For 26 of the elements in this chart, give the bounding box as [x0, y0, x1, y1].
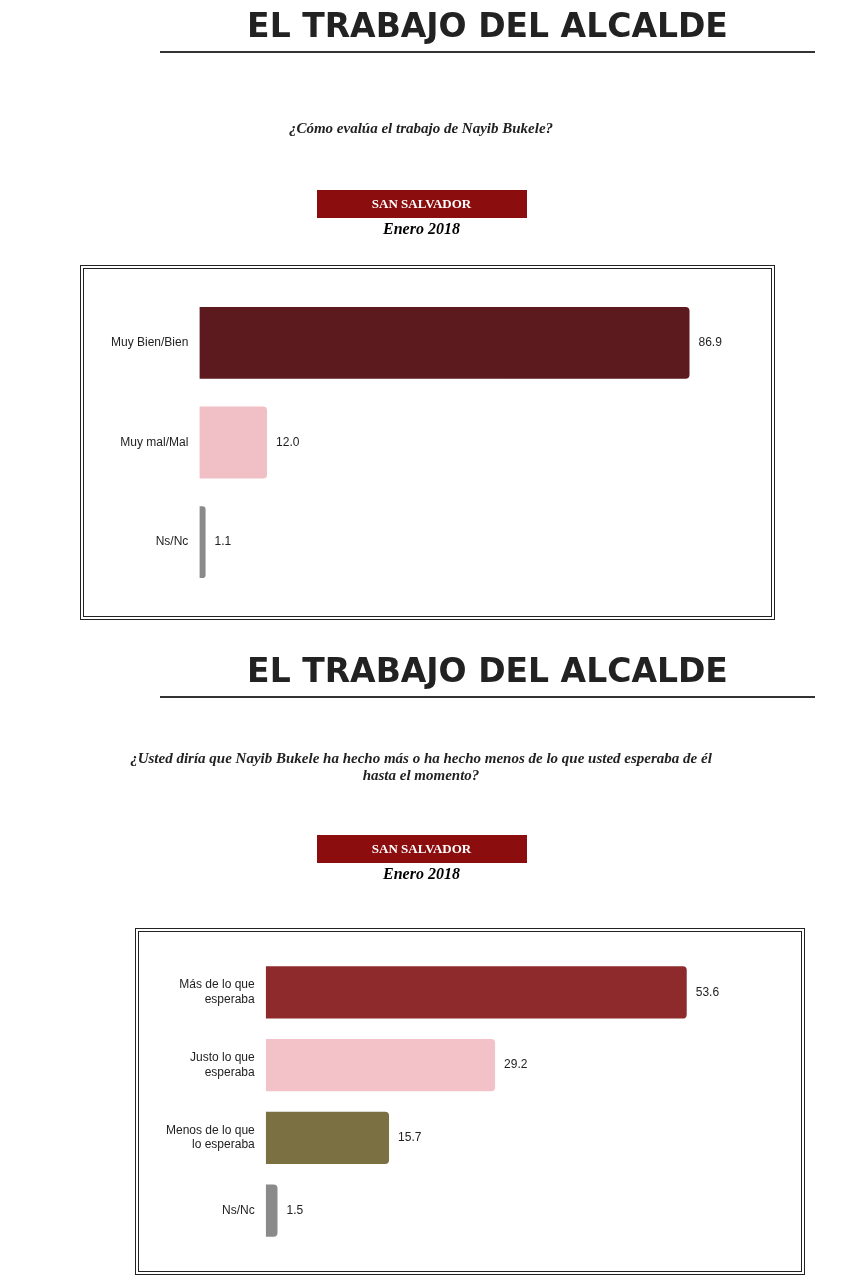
- bar: [265, 1111, 390, 1165]
- y-tick-label: Menos de lo que lo esperaba: [165, 1122, 256, 1152]
- chart-title: EL TRABAJO DEL ALCALDE: [160, 651, 815, 698]
- chart-title: EL TRABAJO DEL ALCALDE: [160, 6, 815, 53]
- y-tick-label: Muy Bien/Bien: [111, 335, 189, 350]
- y-tick-label: Ns/Nc: [155, 534, 189, 549]
- bar: [265, 1184, 278, 1237]
- data-label: 12.0: [276, 434, 300, 449]
- data-label: 1.1: [214, 534, 232, 549]
- text: SAN SALVADOR: [316, 190, 527, 218]
- data-label: 53.6: [695, 984, 720, 999]
- text: SAN SALVADOR: [316, 835, 527, 863]
- chart-subtitle: ¿Usted diría que Nayib Bukele ha hecho más o ha hecho menos de lo que usted esperaba de él hasta el momento?: [129, 750, 713, 784]
- y-tick-label: Más de lo que esperaba: [179, 977, 256, 1006]
- y-tick-label: Justo lo que esperaba: [190, 1050, 256, 1079]
- text: Enero 2018: [382, 865, 461, 883]
- data-label: 86.9: [698, 335, 723, 350]
- bar: [265, 1038, 496, 1092]
- data-label: 29.2: [504, 1057, 528, 1072]
- y-tick-label: Muy mal/Mal: [120, 434, 189, 449]
- bar: [265, 966, 687, 1019]
- chart-subtitle: ¿Cómo evalúa el trabajo de Nayib Bukele?: [287, 120, 555, 137]
- y-tick-label: Ns/Nc: [222, 1202, 255, 1217]
- text: Enero 2018: [382, 220, 461, 238]
- data-label: 1.5: [286, 1202, 304, 1217]
- data-label: 15.7: [398, 1130, 422, 1145]
